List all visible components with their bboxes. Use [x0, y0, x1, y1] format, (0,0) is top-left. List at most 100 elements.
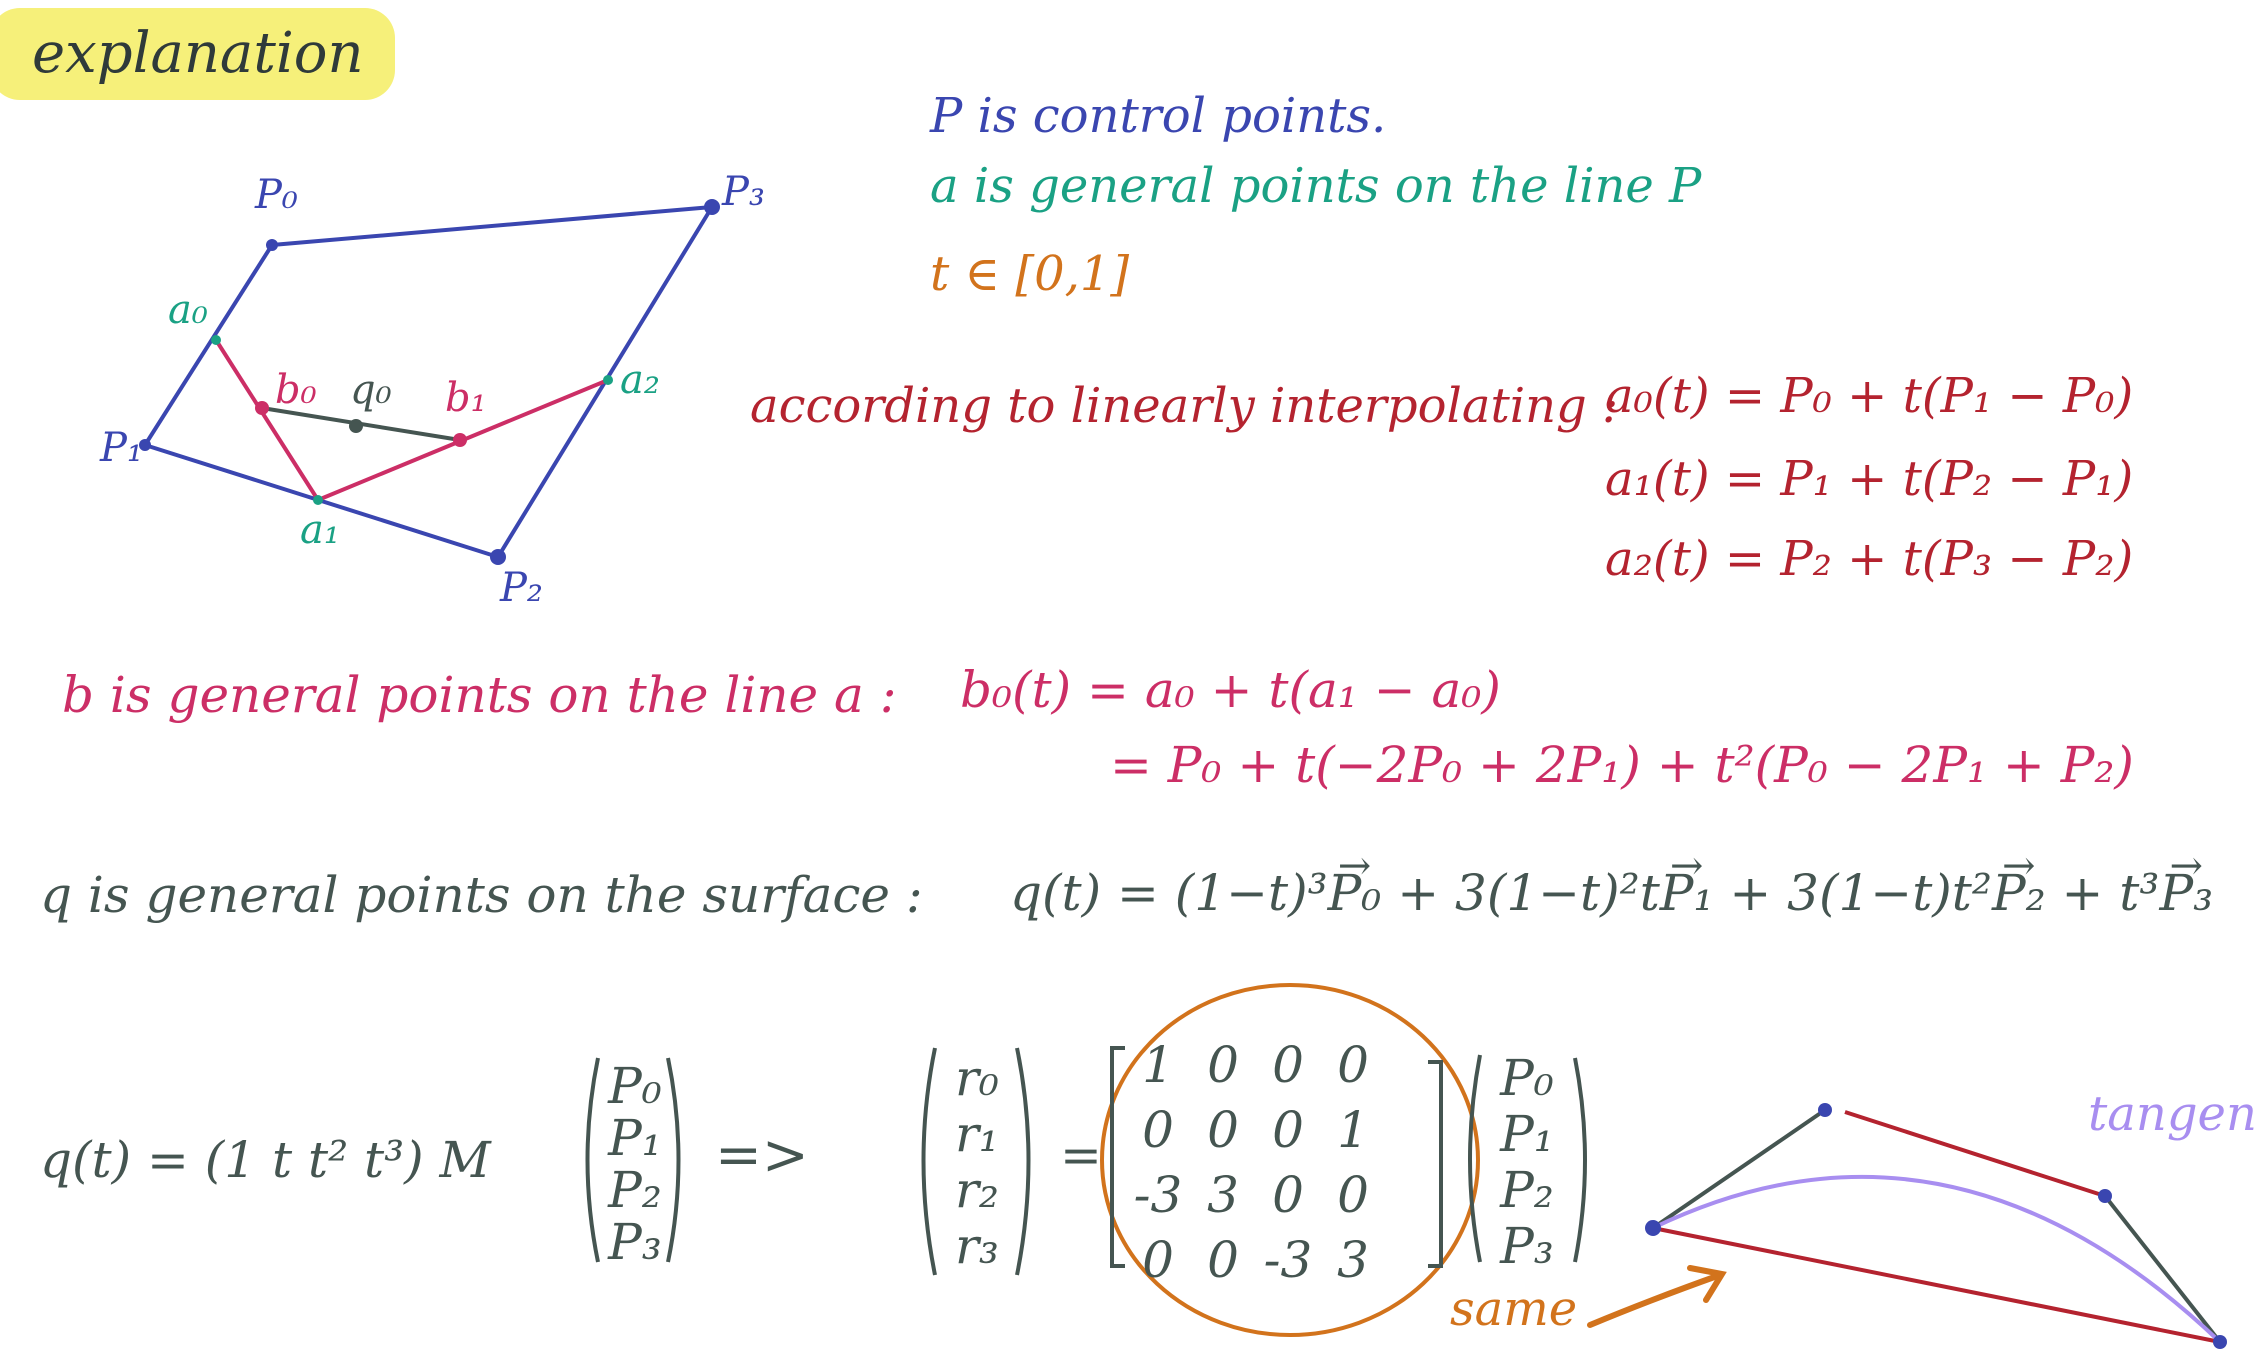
vector-p2: P₂	[1992, 846, 2046, 918]
equation-q-term2: + 3(1−t)²t	[1381, 864, 1660, 922]
matrix-cell: 3	[1207, 1166, 1239, 1224]
rvec-left-paren	[921, 1047, 937, 1276]
label-a1: a₁	[300, 507, 340, 553]
equation-a0: a₀(t) = P₀ + t(P₁ − P₀)	[1605, 368, 2134, 424]
label-a0: a₀	[168, 287, 208, 333]
point-p0	[266, 239, 278, 251]
point-a0	[211, 335, 221, 345]
r-vector-item: r₃	[955, 1217, 999, 1275]
vector-p0: P₀	[1328, 846, 1382, 918]
matrix-cell: 1	[1142, 1036, 1174, 1094]
p-vector-1-item: P₃	[608, 1213, 662, 1271]
matrix-cell: 0	[1337, 1166, 1369, 1224]
tangent-sketch	[1645, 1103, 2227, 1349]
control-point-1	[1818, 1103, 1832, 1117]
matrix-cell: 0	[1207, 1231, 1239, 1289]
pvec2-left-paren	[1468, 1054, 1482, 1263]
bezier-curve	[1652, 1174, 2222, 1344]
matrix-brackets	[585, 1046, 1587, 1276]
r-vector-item: r₁	[955, 1105, 999, 1163]
r-vector: r₀ r₁ r₂ r₃	[942, 1050, 1012, 1274]
matrix-cell: 1	[1337, 1101, 1369, 1159]
matrix-cell: 0	[1272, 1166, 1304, 1224]
point-p1	[139, 439, 151, 451]
p-vector-1: P₀ P₁ P₂ P₃	[600, 1060, 670, 1268]
matrix-equation-lhs: q(t) = (1 t t² t³) M	[40, 1131, 491, 1189]
p-vector-2: P₀ P₁ P₂ P₃	[1492, 1050, 1562, 1274]
label-p2: P₂	[500, 565, 543, 611]
point-a1	[313, 495, 323, 505]
p-vector-2-item: P₁	[1500, 1105, 1554, 1163]
matrix-highlight-ellipse	[1100, 983, 1480, 1337]
p-vector-1-item: P₀	[608, 1057, 662, 1115]
p-vector-1-item: P₂	[608, 1161, 662, 1219]
q-definition: q is general points on the surface :	[40, 866, 923, 924]
equation-b0-line1: b₀(t) = a₀ + t(a₁ − a₀)	[960, 661, 1501, 719]
tangent-label: tangent	[2088, 1086, 2259, 1142]
edge-p1-p0	[143, 243, 274, 447]
tangent-left	[1651, 1108, 1827, 1230]
vector-p3: P₃	[2159, 846, 2213, 918]
matrix-cell: -3	[1263, 1231, 1313, 1289]
title-highlight	[0, 8, 395, 100]
b-definition: b is general points on the line a :	[62, 666, 897, 724]
pvec1-left-paren	[585, 1057, 600, 1263]
label-p1: P₁	[100, 425, 143, 471]
matrix-left-bracket	[1110, 1046, 1125, 1268]
matrix-cell: 0	[1272, 1036, 1304, 1094]
equation-b0-line2: = P₀ + t(−2P₀ + 2P₁) + t²(P₀ − 2P₁ + P₂)	[1110, 736, 2134, 794]
same-arrow	[1587, 1265, 1727, 1328]
matrix-cell: 3	[1337, 1231, 1369, 1289]
point-b1	[453, 433, 467, 447]
matrix-cell: 0	[1142, 1231, 1174, 1289]
matrix-cell: 0	[1207, 1101, 1239, 1159]
point-q0	[349, 419, 363, 433]
matrix-cell: 0	[1337, 1036, 1369, 1094]
equation-q-term3: + 3(1−t)t²	[1713, 864, 1992, 922]
matrix-cell: 0	[1142, 1101, 1174, 1159]
tangent-right	[2103, 1194, 2222, 1344]
interpolation-label: according to linearly interpolating :	[750, 378, 1619, 434]
label-b1: b₁	[445, 375, 487, 421]
p-vector-1-item: P₁	[608, 1109, 662, 1167]
equals-sign: =	[1060, 1126, 1102, 1184]
equation-q-lhs: q(t) = (1−t)³	[1010, 864, 1328, 922]
edge-p0-p3	[271, 205, 713, 247]
implies-arrow: =>	[715, 1123, 809, 1188]
r-vector-item: r₂	[955, 1161, 999, 1219]
matrix-cell: 0	[1207, 1036, 1239, 1094]
matrix-right-bracket	[1428, 1060, 1443, 1268]
chord-line	[1652, 1226, 2221, 1344]
point-p3	[704, 199, 720, 215]
p-vector-2-item: P₀	[1500, 1049, 1554, 1107]
a-definition: a is general points on the line P	[930, 158, 1702, 214]
point-p2	[490, 549, 506, 565]
top-segment	[1844, 1110, 2106, 1198]
label-p3: P₃	[722, 169, 765, 215]
pvec1-right-paren	[666, 1057, 681, 1263]
vector-p1: P₁	[1660, 846, 1714, 918]
r-vector-item: r₀	[955, 1049, 999, 1107]
label-a2: a₂	[620, 357, 660, 403]
page-title: explanation	[32, 21, 364, 86]
rvec-right-paren	[1015, 1047, 1031, 1276]
t-definition: t ∈ [0,1]	[930, 246, 1130, 302]
matrix-cell: 0	[1272, 1101, 1304, 1159]
matrix-cell: -3	[1133, 1166, 1183, 1224]
curve-end-point	[2213, 1335, 2227, 1349]
equation-a2: a₂(t) = P₂ + t(P₃ − P₂)	[1605, 531, 2134, 587]
label-q0: q₀	[350, 367, 392, 413]
pvec2-right-paren	[1573, 1057, 1587, 1263]
label-p0: P₀	[255, 172, 298, 218]
control-point-2	[2098, 1189, 2112, 1203]
control-points	[139, 199, 720, 565]
equation-q-term4: + t³	[2045, 864, 2160, 922]
same-label: same	[1450, 1281, 1578, 1337]
p-vector-2-item: P₃	[1500, 1217, 1554, 1275]
label-b0: b₀	[275, 367, 317, 413]
equation-q: q(t) = (1−t)³P₀ + 3(1−t)²tP₁ + 3(1−t)t²P…	[1010, 846, 2213, 918]
p-vector-2-item: P₂	[1500, 1161, 1554, 1219]
equation-a1: a₁(t) = P₁ + t(P₂ − P₁)	[1605, 451, 2134, 507]
point-a2	[603, 375, 613, 385]
